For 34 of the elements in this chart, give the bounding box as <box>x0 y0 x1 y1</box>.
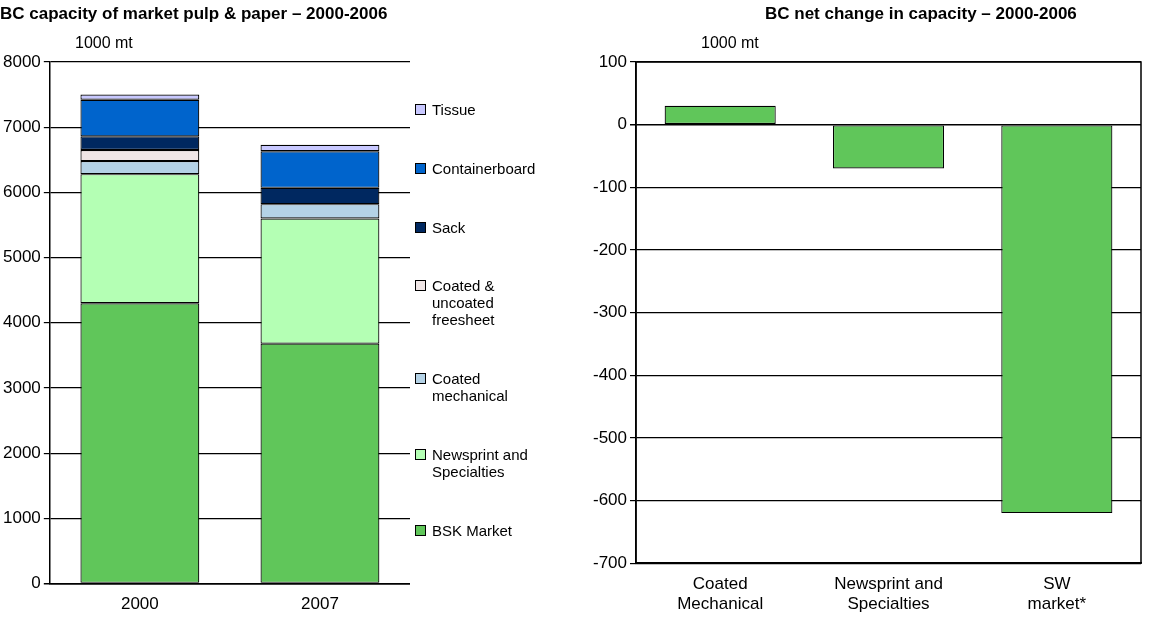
y-tick-label: 4000 <box>2 312 41 332</box>
legend-label: Coated & uncoated freesheet <box>432 277 496 329</box>
y-tick-label: -100 <box>592 176 628 196</box>
x-tick-label: 2007 <box>301 594 339 614</box>
y-tick-label: 1000 <box>2 508 41 528</box>
y-tick-label: -200 <box>592 239 628 259</box>
legend-label: BSK Market <box>432 521 513 539</box>
y-tick-label: 0 <box>31 573 41 593</box>
legend-label: Newsprint and Specialties <box>432 446 529 481</box>
y-axis-title: 1000 mt <box>75 34 133 52</box>
y-tick-label: -600 <box>592 490 628 510</box>
x-tick-label: Newsprint and Specialties <box>834 574 943 614</box>
y-tick-label: -700 <box>592 552 628 572</box>
legend-label: Coated mechanical <box>432 370 509 405</box>
chart-title: BC net change in capacity – 2000-2006 <box>765 4 1077 24</box>
chart-title: BC capacity of market pulp & paper – 2000-2006 <box>0 4 388 24</box>
x-tick-label: Coated Mechanical <box>677 574 764 614</box>
y-tick-label: 6000 <box>2 182 41 202</box>
y-tick-label: 7000 <box>2 116 41 136</box>
y-tick-label: 0 <box>617 114 628 134</box>
legend-label: Containerboard <box>432 159 536 177</box>
y-tick-label: 100 <box>598 51 628 71</box>
y-tick-label: -400 <box>592 364 628 384</box>
y-tick-label: 2000 <box>2 442 41 462</box>
x-tick-label: SW market* <box>1027 574 1087 614</box>
y-tick-label: 8000 <box>2 51 41 71</box>
y-tick-label: 3000 <box>2 377 41 397</box>
y-tick-label: -500 <box>592 427 628 447</box>
legend-label: Tissue <box>432 100 476 118</box>
y-axis-title: 1000 mt <box>701 34 759 52</box>
y-tick-label: 5000 <box>2 247 41 267</box>
legend-label: Sack <box>432 218 466 236</box>
x-tick-label: 2000 <box>120 594 159 614</box>
y-tick-label: -300 <box>592 302 628 322</box>
